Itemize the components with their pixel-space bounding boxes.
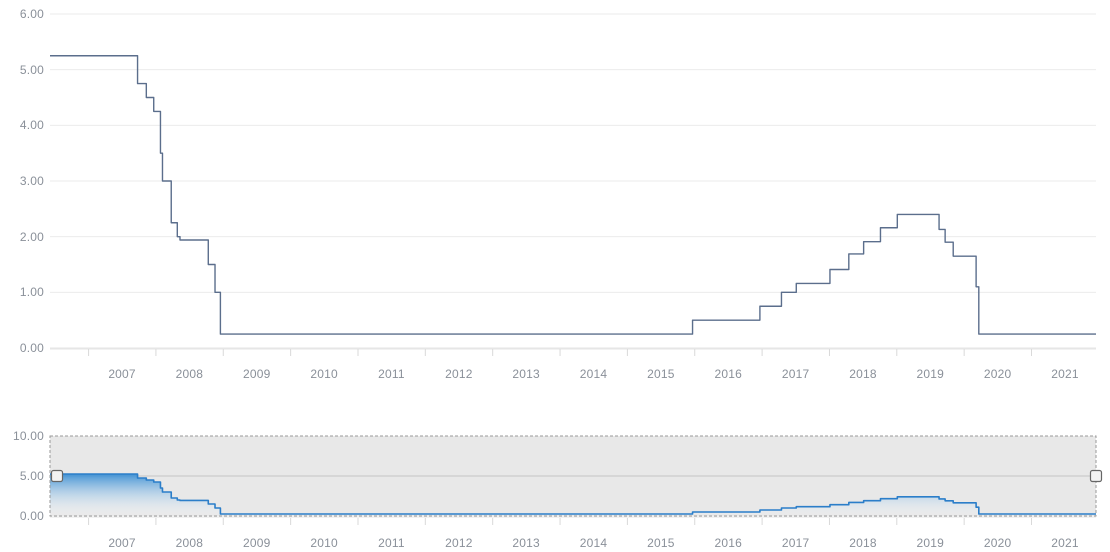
main-gridlines (50, 13, 1096, 349)
main-y-tick-label: 2.00 (19, 229, 44, 244)
main-x-tick-label: 2014 (579, 367, 608, 381)
main-x-tick-label: 2018 (849, 367, 877, 381)
main-y-tick-label: 3.00 (19, 174, 44, 188)
main-x-tick-label: 2019 (916, 367, 945, 381)
navigator-right-handle[interactable] (1089, 469, 1103, 483)
navigator-x-tick-label: 2008 (175, 536, 204, 550)
main-x-ticks (88, 349, 1033, 356)
navigator-x-tick-label: 2007 (108, 536, 136, 550)
navigator-x-tick-label: 2019 (916, 536, 945, 550)
main-x-tick-label: 2007 (108, 367, 136, 381)
main-x-tick-label: 2011 (378, 367, 405, 381)
navigator-x-tick-label: 2012 (445, 536, 473, 550)
navigator-x-ticks (88, 518, 1033, 525)
navigator-x-tick-label: 2017 (781, 536, 810, 550)
navigator-x-tick-label: 2014 (579, 536, 608, 550)
navigator-y-tick-label: 10.00 (12, 429, 44, 443)
main-chart (50, 13, 1096, 356)
main-y-tick-label: 6.00 (19, 7, 44, 21)
main-x-tick-label: 2021 (1051, 367, 1079, 381)
main-x-tick-label: 2020 (983, 367, 1012, 381)
navigator-y-tick-label: 0.00 (19, 509, 44, 523)
navigator-x-tick-label: 2011 (378, 536, 405, 550)
main-y-tick-label: 5.00 (19, 62, 44, 77)
navigator-left-handle[interactable] (50, 469, 64, 483)
main-x-tick-label: 2008 (175, 367, 204, 381)
main-x-tick-label: 2016 (714, 367, 742, 381)
main-x-tick-label: 2010 (310, 367, 338, 381)
main-x-tick-label: 2017 (781, 367, 810, 381)
navigator-x-tick-label: 2021 (1051, 536, 1079, 550)
navigator-y-tick-label: 5.00 (19, 469, 44, 483)
navigator-x-tick-label: 2010 (310, 536, 338, 550)
navigator-x-tick-label: 2009 (243, 536, 271, 550)
main-x-tick-label: 2013 (512, 367, 540, 381)
main-y-tick-label: 4.00 (19, 118, 44, 133)
navigator-x-tick-label: 2013 (512, 536, 540, 550)
main-y-tick-label: 0.00 (19, 341, 44, 355)
navigator-x-tick-label: 2018 (849, 536, 877, 550)
navigator-line-series (50, 473, 1096, 515)
main-x-tick-label: 2009 (243, 367, 271, 381)
rate-line-series (50, 55, 1096, 335)
main-x-tick-label: 2015 (647, 367, 675, 381)
navigator-x-tick-label: 2015 (647, 536, 675, 550)
navigator-x-tick-label: 2020 (983, 536, 1012, 550)
main-x-tick-label: 2012 (445, 367, 473, 381)
navigator-x-tick-label: 2016 (714, 536, 742, 550)
main-y-tick-label: 1.00 (19, 285, 44, 300)
